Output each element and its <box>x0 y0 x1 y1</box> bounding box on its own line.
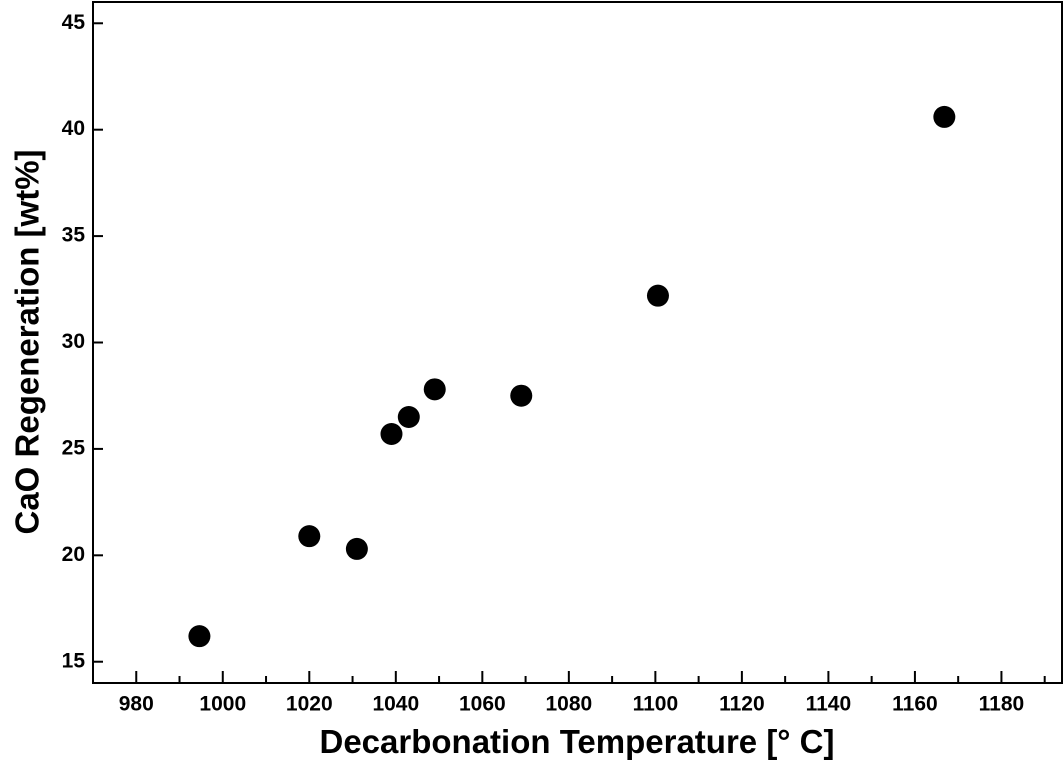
y-tick-label: 25 <box>62 436 86 459</box>
point <box>510 384 533 407</box>
x-tick-label: 1040 <box>372 693 419 716</box>
point <box>423 378 446 401</box>
x-tick-label: 1060 <box>459 693 506 716</box>
x-axis-title: Decarbonation Temperature [° C] <box>320 723 835 760</box>
point <box>345 537 368 560</box>
y-tick-label: 30 <box>62 330 85 353</box>
point <box>380 423 403 446</box>
point <box>397 405 420 428</box>
point <box>933 105 956 128</box>
point <box>188 625 211 648</box>
point <box>646 284 669 307</box>
y-tick-label: 45 <box>62 11 86 34</box>
x-tick-label: 1140 <box>806 693 852 716</box>
x-tick-label: 1160 <box>892 693 938 716</box>
x-tick-label: 1120 <box>719 693 765 716</box>
x-tick-label: 1100 <box>633 693 679 716</box>
y-tick-label: 40 <box>62 117 85 140</box>
plot-frame <box>92 1 1063 684</box>
x-tick-label: 1000 <box>199 693 246 716</box>
x-tick-label: 980 <box>119 693 154 716</box>
y-tick-label: 15 <box>62 649 86 672</box>
y-tick-label: 35 <box>62 224 86 247</box>
x-tick-label: 1020 <box>286 693 333 716</box>
y-tick-label: 20 <box>62 543 85 566</box>
point <box>298 525 321 548</box>
x-tick-label: 1080 <box>545 693 592 716</box>
x-tick-label: 1180 <box>979 693 1025 716</box>
y-axis-title: CaO Regeneration [wt%] <box>9 149 46 534</box>
